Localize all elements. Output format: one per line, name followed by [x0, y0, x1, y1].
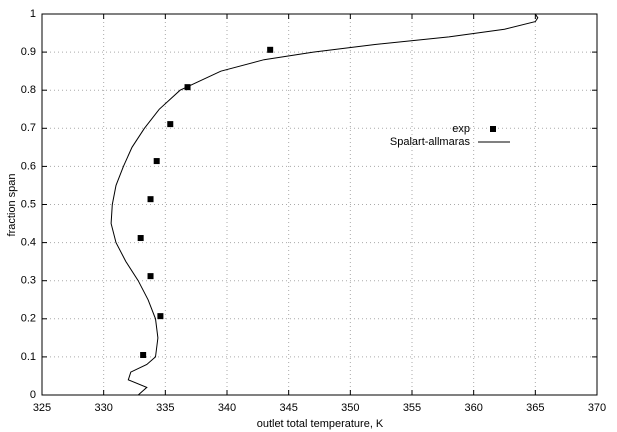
x-tick-label: 330: [94, 402, 112, 414]
y-tick-label: 1: [30, 8, 36, 20]
data-point: [147, 196, 154, 203]
y-tick-label: 0.9: [21, 46, 36, 58]
x-axis-label: outlet total temperature, K: [257, 418, 384, 430]
data-point: [267, 46, 274, 53]
x-tick-label: 370: [588, 402, 606, 414]
x-tick-label: 345: [279, 402, 297, 414]
y-tick-label: 0.8: [21, 84, 36, 96]
data-point: [167, 121, 174, 128]
plot-border: [41, 13, 598, 396]
data-point: [157, 313, 164, 320]
data-point: [137, 235, 144, 242]
legend-marker: [490, 126, 496, 132]
legend-label: Spalart-allmaras: [390, 136, 471, 148]
x-tick-label: 360: [464, 402, 482, 414]
data-line: [110, 13, 539, 396]
x-tick-label: 335: [156, 402, 174, 414]
data-point: [140, 351, 147, 358]
x-tick-label: 350: [341, 402, 359, 414]
y-axis-label: fraction span: [6, 174, 18, 237]
y-tick-label: 0.6: [21, 160, 36, 172]
x-tick-label: 355: [403, 402, 421, 414]
legend-label: exp: [452, 123, 470, 135]
y-tick-label: 0.1: [21, 351, 36, 363]
y-tick-label: 0: [30, 389, 36, 401]
data-point: [153, 158, 160, 165]
y-tick-label: 0.2: [21, 313, 36, 325]
y-tick-label: 0.3: [21, 275, 36, 287]
y-tick-label: 0.5: [21, 198, 36, 210]
x-tick-label: 340: [218, 402, 236, 414]
y-tick-label: 0.7: [21, 122, 36, 134]
x-tick-label: 365: [526, 402, 544, 414]
y-tick-label: 0.4: [21, 237, 36, 249]
data-point: [147, 273, 154, 280]
x-tick-label: 325: [33, 402, 51, 414]
